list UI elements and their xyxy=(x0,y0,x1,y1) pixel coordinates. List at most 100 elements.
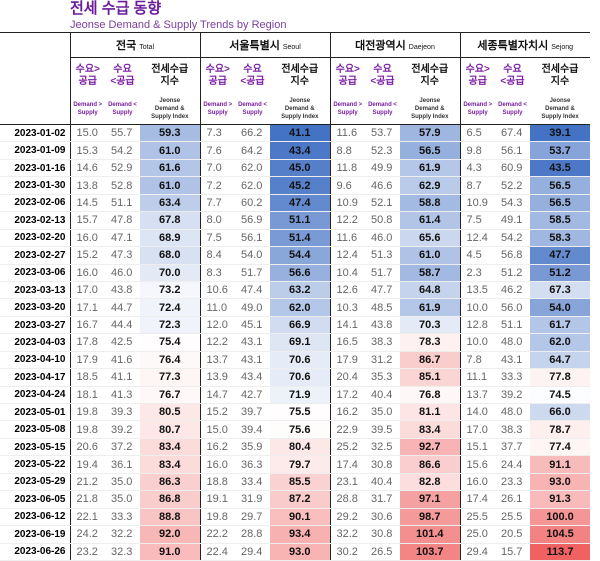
row-date: 2023-01-30 xyxy=(0,176,70,195)
demand-over-cell: 13.9 xyxy=(199,368,235,387)
index-cell: 92.7 xyxy=(400,438,460,457)
demand-over-cell: 10.4 xyxy=(329,264,365,282)
demand-over-cell: 10.6 xyxy=(199,281,235,300)
demand-over-cell: 16.7 xyxy=(69,316,105,335)
demand-over-cell: 14.7 xyxy=(199,386,235,405)
demand-under-cell: 56.9 xyxy=(235,211,270,230)
table-row: 2023-05-15 20.6 37.2 83.4 16.2 35.9 80.4 25.2 32… xyxy=(0,438,590,457)
demand-under-cell: 28.8 xyxy=(235,525,270,544)
demand-under-cell: 37.7 xyxy=(495,438,530,457)
region-name-en: Sejong xyxy=(551,44,574,51)
index-cell: 85.1 xyxy=(400,368,460,387)
demand-under-cell: 60.9 xyxy=(495,159,530,178)
demand-over-cell: 17.0 xyxy=(69,281,105,300)
demand-over-cell: 20.4 xyxy=(329,368,365,387)
index-cell: 78.3 xyxy=(400,333,460,352)
demand-over-cell: 11.8 xyxy=(329,159,365,178)
index-cell: 47.7 xyxy=(530,246,590,265)
demand-under-cell: 46.0 xyxy=(105,264,140,282)
index-cell: 61.0 xyxy=(400,246,460,265)
demand-under-cell: 49.1 xyxy=(495,211,530,230)
demand-under-cell: 48.0 xyxy=(495,403,530,422)
index-cell: 92.0 xyxy=(140,525,200,544)
demand-under-cell: 54.2 xyxy=(495,229,530,248)
index-cell: 61.9 xyxy=(400,159,460,178)
demand-under-cell: 25.5 xyxy=(495,508,530,527)
col-label-demand-under: 수요 <공급 xyxy=(500,64,525,87)
demand-under-cell: 39.7 xyxy=(235,403,270,422)
demand-over-cell: 15.6 xyxy=(459,455,495,474)
demand-under-cell: 56.1 xyxy=(495,141,530,160)
index-cell: 58.3 xyxy=(530,229,590,248)
col-label-demand-over: 수요> 공급 xyxy=(199,57,235,94)
demand-over-cell: 16.2 xyxy=(329,403,365,422)
demand-under-cell: 33.3 xyxy=(495,368,530,387)
index-cell: 41.1 xyxy=(270,124,330,143)
demand-over-cell: 7.3 xyxy=(199,124,235,143)
table-row: 2023-01-02 15.0 55.7 59.3 7.3 66.2 41.1 11.6 53.… xyxy=(0,124,590,143)
demand-over-cell: 13.7 xyxy=(459,386,495,405)
index-cell: 100.0 xyxy=(530,508,590,527)
table-row: 2023-02-06 14.5 51.1 63.4 7.7 60.2 47.4 10.9 52.… xyxy=(0,194,590,213)
demand-under-cell: 56.1 xyxy=(235,229,270,248)
index-cell: 76.4 xyxy=(140,351,200,370)
demand-over-cell: 13.5 xyxy=(459,281,495,300)
demand-over-cell: 8.3 xyxy=(199,264,235,282)
index-cell: 43.5 xyxy=(530,159,590,178)
demand-under-cell: 39.4 xyxy=(235,420,270,439)
index-cell: 39.1 xyxy=(530,124,590,143)
demand-under-cell: 40.4 xyxy=(365,473,400,492)
index-cell: 45.0 xyxy=(270,159,330,178)
demand-over-cell: 17.9 xyxy=(69,351,105,370)
index-cell: 66.0 xyxy=(530,403,590,422)
demand-under-cell: 48.0 xyxy=(495,333,530,352)
index-cell: 56.5 xyxy=(530,176,590,195)
index-cell: 61.0 xyxy=(140,141,200,160)
demand-under-cell: 39.2 xyxy=(495,386,530,405)
row-date: 2023-05-08 xyxy=(0,420,70,439)
index-cell: 91.0 xyxy=(140,543,200,561)
demand-under-cell: 49.0 xyxy=(235,298,270,317)
index-cell: 72.3 xyxy=(140,316,200,335)
region-name-en: Total xyxy=(139,44,155,51)
demand-under-cell: 23.3 xyxy=(495,473,530,492)
region-name-ko: 전국 xyxy=(115,40,137,52)
index-cell: 97.1 xyxy=(400,490,460,509)
demand-over-cell: 19.1 xyxy=(199,490,235,509)
demand-over-cell: 17.1 xyxy=(69,298,105,317)
demand-over-cell: 16.0 xyxy=(69,229,105,248)
index-cell: 113.7 xyxy=(530,543,590,561)
table-row: 2023-04-03 17.8 42.5 75.4 12.2 43.1 69.1 16.5 38… xyxy=(0,333,590,352)
demand-under-cell: 42.7 xyxy=(235,386,270,405)
demand-under-cell: 38.3 xyxy=(365,333,400,352)
demand-under-cell: 36.1 xyxy=(105,455,140,474)
demand-under-cell: 31.2 xyxy=(365,351,400,370)
table-row: 2023-03-20 17.1 44.7 72.4 11.0 49.0 62.0 10.3 48… xyxy=(0,298,590,317)
demand-under-cell: 51.7 xyxy=(365,264,400,282)
demand-under-cell: 52.2 xyxy=(495,176,530,195)
jeonse-table: 전국 Total 서울특별시 Seoul 대전광역시 Daejeon 세종특별자치시 Sejo… xyxy=(0,32,590,561)
demand-over-cell: 14.1 xyxy=(329,316,365,335)
demand-over-cell: 14.0 xyxy=(459,403,495,422)
demand-under-cell: 35.0 xyxy=(105,490,140,509)
demand-over-cell: 12.8 xyxy=(459,316,495,335)
index-cell: 73.2 xyxy=(140,281,200,300)
demand-over-cell: 7.5 xyxy=(459,211,495,230)
demand-over-cell: 23.2 xyxy=(69,543,105,561)
demand-under-cell: 35.0 xyxy=(365,403,400,422)
row-date: 2023-03-27 xyxy=(0,316,70,335)
index-cell: 98.7 xyxy=(400,508,460,527)
page-subtitle: Jeonse Demand & Supply Trends by Region xyxy=(70,19,287,31)
demand-under-cell: 29.4 xyxy=(235,543,270,561)
index-cell: 56.6 xyxy=(270,264,330,282)
demand-under-cell: 24.4 xyxy=(495,455,530,474)
demand-under-cell: 41.6 xyxy=(105,351,140,370)
index-cell: 63.2 xyxy=(270,281,330,300)
row-date: 2023-06-05 xyxy=(0,490,70,509)
row-date: 2023-05-01 xyxy=(0,403,70,422)
table-row: 2023-05-08 19.8 39.2 80.7 15.0 39.4 75.6 22.9 39… xyxy=(0,420,590,439)
index-cell: 93.0 xyxy=(530,473,590,492)
demand-under-cell: 43.1 xyxy=(495,351,530,370)
table-row: 2023-02-13 15.7 47.8 67.8 8.0 56.9 51.1 12.2 50.… xyxy=(0,211,590,230)
demand-under-cell: 37.2 xyxy=(105,438,140,457)
